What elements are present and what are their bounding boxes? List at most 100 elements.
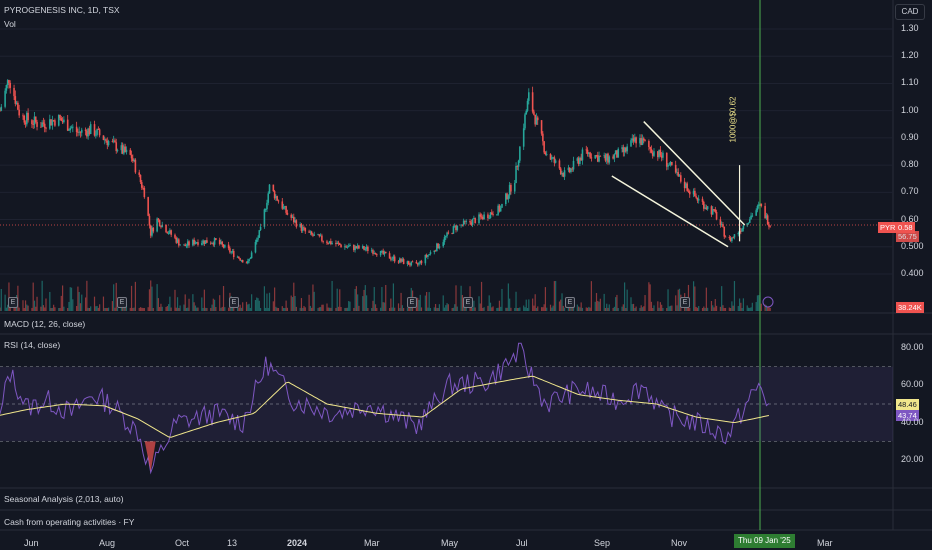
volume-bar: [746, 305, 748, 311]
volume-bar: [505, 307, 507, 311]
candle-body: [43, 123, 46, 128]
candle-body: [130, 154, 133, 159]
volume-bar: [751, 302, 753, 311]
volume-bar: [624, 282, 626, 311]
earnings-event-marker[interactable]: E: [565, 297, 575, 308]
volume-bar: [138, 307, 140, 311]
candle-body: [540, 120, 543, 134]
volume-bar: [543, 304, 545, 311]
volume-bar: [134, 281, 136, 311]
earnings-event-marker[interactable]: E: [8, 297, 18, 308]
candle-body: [683, 181, 686, 189]
volume-bar: [447, 304, 449, 311]
candle-body: [143, 187, 146, 198]
volume-bar: [606, 303, 608, 311]
candle-body: [434, 250, 437, 252]
volume-bar: [479, 303, 481, 311]
volume-bar: [465, 307, 467, 311]
candle-body: [697, 198, 700, 201]
volume-bar: [483, 307, 485, 311]
candle-body: [40, 126, 42, 128]
volume-bar: [267, 307, 269, 311]
candle-body: [728, 237, 731, 238]
candle-body: [480, 216, 483, 218]
candle-body: [66, 119, 69, 131]
candle-body: [729, 237, 732, 242]
candle-body: [222, 244, 225, 248]
volume-bar: [704, 307, 706, 311]
candle-body: [608, 156, 611, 163]
candle-body: [275, 196, 277, 199]
volume-bar: [640, 305, 642, 311]
volume-bar: [443, 307, 446, 311]
volume-bar: [45, 298, 47, 311]
volume-bar: [755, 302, 757, 311]
volume-bar: [187, 307, 189, 311]
candle-body: [388, 253, 391, 259]
volume-bar: [102, 296, 105, 311]
candle-body: [179, 244, 181, 246]
candle-body: [75, 126, 78, 133]
cashflow-pane-title: Cash from operating activities · FY: [4, 517, 135, 527]
candle-body: [121, 145, 124, 154]
candle-body: [524, 114, 526, 129]
volume-bar: [643, 306, 645, 311]
price-tick-label: 0.500: [901, 240, 924, 251]
volume-bar: [113, 284, 115, 311]
candle-body: [676, 172, 678, 173]
volume-bar: [124, 306, 126, 311]
volume-bar: [403, 307, 405, 311]
candle-body: [507, 195, 510, 200]
volume-bar: [353, 307, 355, 311]
candle-body: [42, 122, 45, 124]
earnings-event-marker[interactable]: E: [117, 297, 127, 308]
volume-bar: [44, 307, 46, 311]
candle-body: [479, 214, 482, 217]
earnings-event-marker[interactable]: E: [229, 297, 239, 308]
candle-body: [687, 190, 690, 192]
candle-body: [166, 232, 169, 234]
earnings-event-marker[interactable]: E: [680, 297, 690, 308]
candle-body: [188, 241, 190, 246]
candle-body: [202, 240, 204, 244]
candle-body: [285, 206, 287, 213]
candle-body: [711, 209, 714, 215]
trendline: [611, 175, 729, 248]
candle-body: [456, 225, 459, 231]
volume-bar: [349, 301, 351, 311]
candle-body: [72, 126, 74, 128]
candle-body: [764, 206, 766, 219]
volume-bar: [705, 287, 707, 311]
earnings-event-marker[interactable]: E: [463, 297, 473, 308]
candle-body: [26, 112, 28, 125]
candle-body: [598, 155, 600, 162]
candle-body: [49, 119, 51, 129]
volume-bar: [293, 282, 295, 311]
volume-bar: [662, 307, 664, 311]
earnings-event-marker[interactable]: E: [407, 297, 417, 308]
candle-body: [318, 234, 321, 237]
candle-body: [157, 218, 160, 221]
candle-body: [246, 261, 249, 264]
candle-body: [346, 247, 349, 248]
candle-body: [586, 149, 589, 154]
volume-bar: [506, 307, 508, 311]
candle-body: [383, 251, 386, 255]
candle-body: [545, 153, 548, 155]
volume-bar: [496, 307, 498, 311]
currency-button[interactable]: CAD: [895, 4, 925, 20]
candle-body: [254, 242, 257, 253]
volume-bar: [442, 295, 444, 311]
candle-body: [704, 207, 706, 209]
volume-bar: [32, 282, 34, 311]
candle-body: [193, 239, 195, 245]
volume-bar: [238, 307, 240, 311]
candle-body: [706, 206, 709, 210]
volume-bar: [446, 303, 448, 311]
volume-bar: [303, 305, 305, 311]
volume-bar: [661, 304, 663, 311]
volume-bar: [70, 287, 73, 311]
candle-body: [212, 243, 215, 245]
candle-body: [649, 147, 651, 150]
